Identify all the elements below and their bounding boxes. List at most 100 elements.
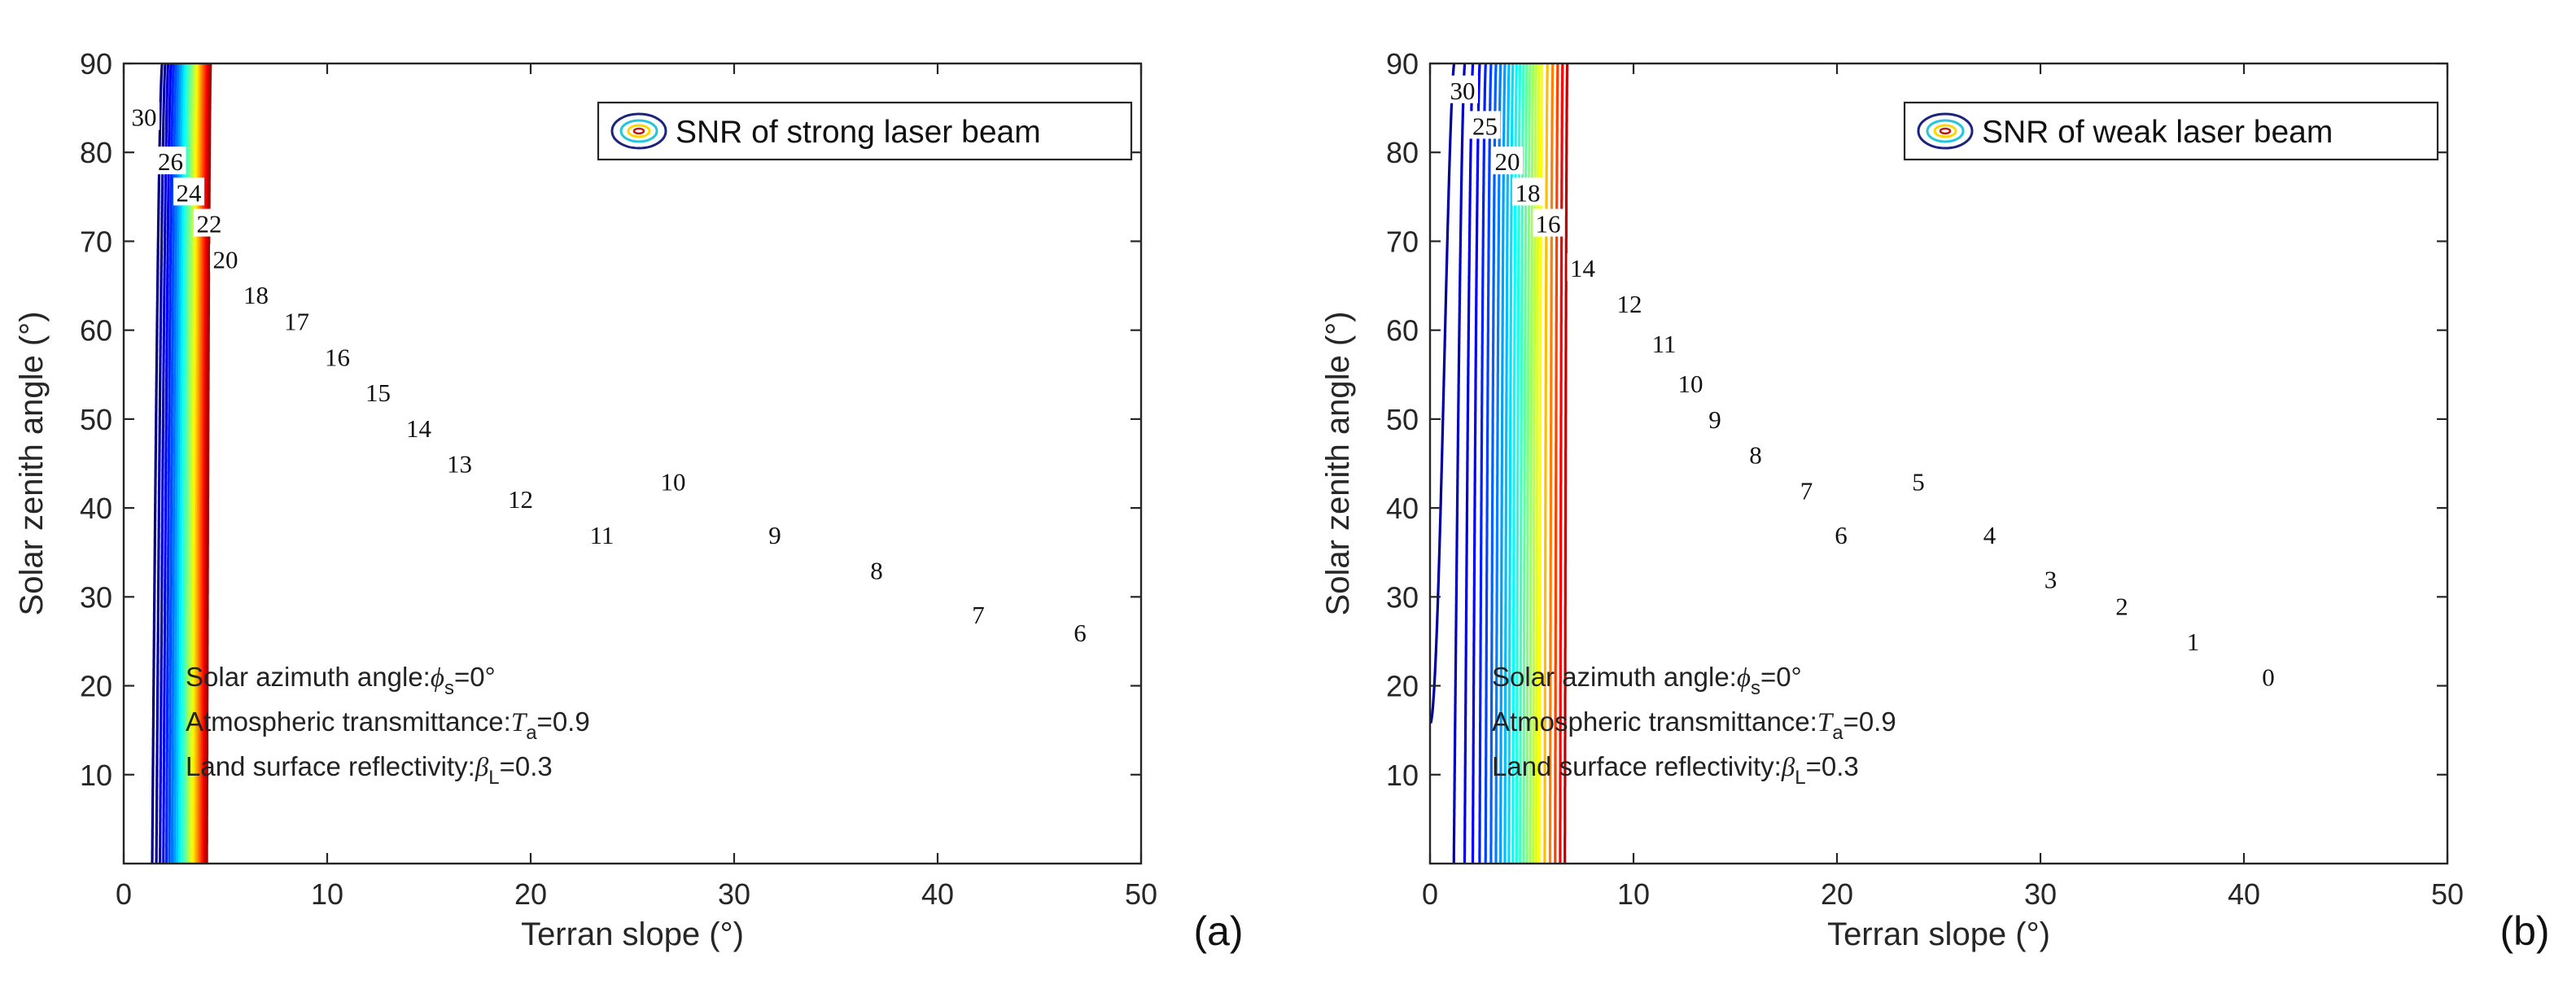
contour-label-7: 7 [1797, 475, 1816, 505]
axes-box [122, 62, 1143, 865]
panel-label: (a) [1193, 908, 1243, 954]
annotation-line-2: Atmospheric transmittance:Ta=0.9 [186, 706, 590, 744]
panel-label: (b) [2499, 908, 2549, 954]
contour-legend-icon [1917, 112, 1974, 150]
contour-label-14: 14 [1567, 253, 1599, 282]
contour-label-7: 7 [969, 600, 987, 629]
contour-label-9: 9 [766, 519, 784, 549]
svg-text:16: 16 [1536, 210, 1561, 238]
svg-text:0: 0 [2262, 663, 2275, 692]
contour-label-11: 11 [1648, 329, 1680, 358]
contour-label-20: 20 [210, 244, 241, 273]
x-tick-label: 30 [2024, 877, 2057, 911]
contour-line-22 [1543, 63, 1549, 864]
svg-text:1: 1 [2187, 628, 2200, 656]
y-tick-label: 30 [1386, 580, 1419, 614]
contour-label-4: 4 [1980, 519, 1999, 549]
contour-label-0: 0 [2259, 662, 2277, 692]
x-tick-label: 50 [1125, 877, 1157, 911]
contour-label-9: 9 [1706, 404, 1724, 434]
svg-text:15: 15 [365, 378, 391, 407]
contour-label-3: 3 [2041, 564, 2060, 593]
contour-line-26 [1554, 63, 1559, 864]
contour-line-9 [162, 63, 173, 864]
svg-text:16: 16 [325, 343, 350, 371]
svg-text:18: 18 [1515, 178, 1541, 207]
y-tick-label: 80 [1386, 136, 1419, 169]
svg-text:8: 8 [870, 557, 883, 585]
contour-label-16: 16 [1533, 208, 1564, 238]
svg-text:2: 2 [2115, 592, 2128, 620]
svg-text:7: 7 [972, 601, 985, 629]
svg-text:13: 13 [447, 450, 472, 479]
contour-line-5 [1478, 63, 1487, 864]
contour-label-18: 18 [1512, 177, 1543, 207]
svg-text:11: 11 [1652, 330, 1677, 358]
contour-line-30 [1564, 63, 1569, 864]
contour-line-4 [1471, 63, 1481, 864]
x-tick-label: 40 [2228, 877, 2260, 911]
svg-text:7: 7 [1800, 476, 1813, 505]
contour-label-12: 12 [1614, 288, 1645, 318]
svg-text:6: 6 [1074, 619, 1087, 647]
x-tick-label: 20 [514, 877, 547, 911]
y-tick-label: 20 [80, 670, 112, 703]
contour-line-1 [1430, 63, 1455, 724]
contour-line-28 [1559, 63, 1564, 864]
axes-box [1428, 62, 2449, 865]
svg-text:20: 20 [1495, 147, 1520, 176]
svg-text:9: 9 [1708, 405, 1721, 434]
legend-label: SNR of strong laser beam [676, 115, 1041, 150]
contour-label-16: 16 [321, 342, 353, 371]
contour-label-1: 1 [2184, 626, 2202, 656]
annotation-line-3: Land surface reflectivity:βL=0.3 [186, 751, 553, 789]
x-tick-label: 10 [1617, 877, 1650, 911]
x-tick-label: 0 [116, 877, 132, 911]
contour-line-28 [202, 63, 209, 864]
contour-label-6: 6 [1832, 519, 1850, 549]
contour-line-2 [1452, 63, 1467, 864]
contour-line-9 [1499, 63, 1507, 864]
plot-area [1430, 63, 2447, 864]
contour-label-22: 22 [194, 208, 225, 238]
y-tick-label: 90 [1386, 47, 1419, 81]
contour-label-20: 20 [1492, 147, 1523, 176]
y-tick-label: 90 [80, 47, 112, 81]
x-axis-title: Terran slope (°) [521, 916, 744, 952]
contour-line-29 [203, 63, 211, 864]
y-tick-label: 50 [1386, 403, 1419, 436]
y-tick-label: 20 [1386, 670, 1419, 703]
contour-line-11 [1507, 63, 1515, 864]
y-tick-label: 50 [80, 403, 112, 436]
contour-label-24: 24 [173, 177, 204, 207]
svg-text:20: 20 [213, 245, 238, 273]
legend-label: SNR of weak laser beam [1982, 115, 2333, 150]
contour-label-5: 5 [1909, 466, 1927, 496]
contour-line-8 [1494, 63, 1502, 864]
contour-label-11: 11 [586, 519, 618, 549]
y-tick-label: 60 [1386, 314, 1419, 348]
svg-text:5: 5 [1912, 467, 1925, 496]
contour-label-30: 30 [129, 102, 160, 132]
svg-text:10: 10 [1678, 370, 1703, 398]
contour-line-10 [164, 63, 175, 864]
svg-text:4: 4 [1983, 521, 1997, 549]
contour-label-17: 17 [281, 306, 313, 336]
svg-text:12: 12 [1617, 290, 1642, 318]
contour-label-25: 25 [1469, 111, 1501, 140]
plot-area [124, 63, 1141, 864]
svg-text:11: 11 [590, 521, 614, 549]
x-tick-label: 20 [1821, 877, 1853, 911]
x-tick-label: 30 [718, 877, 750, 911]
contour-line-30 [205, 63, 212, 864]
svg-text:18: 18 [243, 281, 269, 309]
x-tick-label: 50 [2431, 877, 2464, 911]
contour-label-13: 13 [444, 448, 475, 479]
annotation-line-2: Atmospheric transmittance:Ta=0.9 [1492, 706, 1896, 744]
contour-legend-icon [610, 112, 667, 150]
contour-line-10 [1503, 63, 1511, 864]
contour-label-12: 12 [505, 484, 536, 514]
contour-line-7 [155, 63, 167, 864]
contour-label-14: 14 [403, 413, 435, 443]
